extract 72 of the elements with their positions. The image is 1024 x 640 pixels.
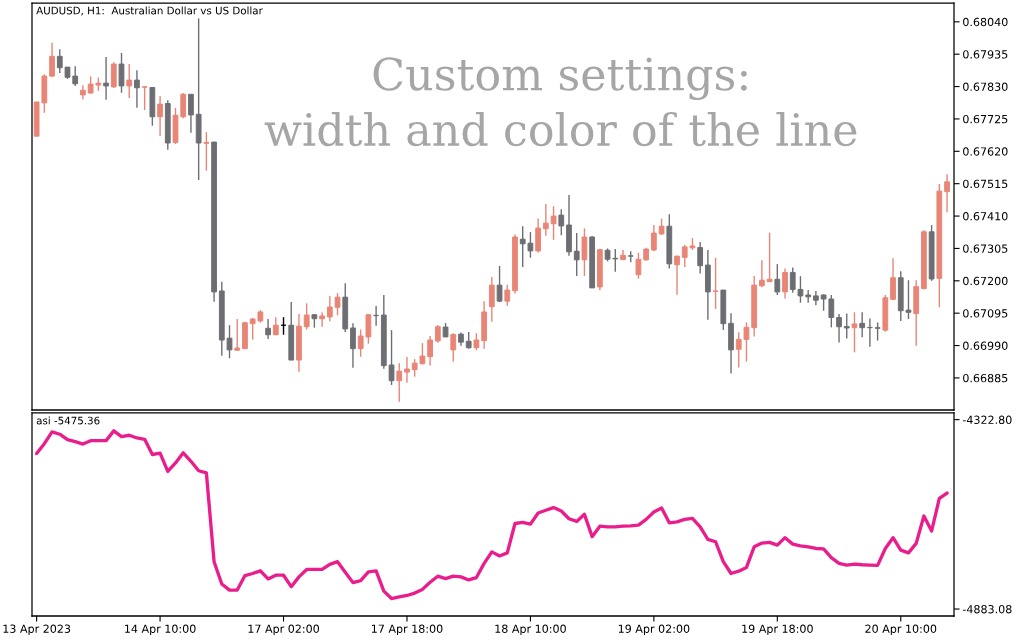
y-tick-label: 0.67725 <box>963 114 1008 124</box>
candlestick <box>496 265 503 303</box>
x-tick-label: 17 Apr 02:00 <box>248 624 320 636</box>
chart-title: AUDUSD, H1: Australian Dollar vs US Dollar <box>36 6 263 16</box>
candlestick <box>49 42 55 78</box>
candlestick <box>427 335 433 367</box>
annotation: Custom settings: width and color of the line <box>264 57 857 147</box>
candlestick <box>234 318 241 352</box>
y-tick-label: 0.67830 <box>963 82 1008 91</box>
candlestick <box>373 305 379 327</box>
candlestick <box>126 63 133 99</box>
candlestick <box>558 208 565 236</box>
x-tick-label: 20 Apr 10:00 <box>865 624 937 636</box>
candlestick <box>867 317 873 348</box>
candlestick <box>118 52 125 94</box>
y-tick-label: 0.66885 <box>963 373 1008 383</box>
x-tick-label: 13 Apr 2023 <box>3 624 71 636</box>
y-tick-label: 0.66990 <box>963 341 1008 350</box>
candlestick <box>550 205 557 241</box>
x-tick-label: 19 Apr 18:00 <box>742 624 813 636</box>
y-tick-label: -4322.80 <box>962 415 1012 425</box>
candlestick <box>836 313 842 344</box>
candlestick <box>157 95 163 137</box>
x-tick-label: 19 Apr 02:00 <box>618 624 690 636</box>
candlestick <box>573 232 580 277</box>
candlestick <box>766 232 773 283</box>
y-tick-label: 0.67935 <box>963 50 1008 59</box>
y-tick-label: 0.68040 <box>963 17 1008 27</box>
candlestick <box>265 318 271 340</box>
candlestick <box>110 61 117 89</box>
candlestick <box>944 173 950 214</box>
candlestick <box>774 263 781 296</box>
y-tick-label: 0.67410 <box>963 212 1008 221</box>
y-tick-label: -4883.08 <box>962 605 1012 614</box>
candlestick <box>535 217 542 254</box>
candlestick <box>488 276 495 323</box>
y-tick-label: 0.67305 <box>963 244 1008 253</box>
y-tick-label: 0.67095 <box>963 309 1008 318</box>
candlestick <box>712 257 719 310</box>
candlestick <box>103 56 109 101</box>
candlestick <box>874 321 881 342</box>
candlestick <box>890 257 896 301</box>
candlestick <box>504 284 511 307</box>
candlestick <box>542 203 549 237</box>
x-tick-label: 18 Apr 10:00 <box>495 624 566 636</box>
candlestick <box>396 362 403 403</box>
candlestick <box>782 267 788 300</box>
candlestick <box>650 224 657 252</box>
candlestick <box>303 302 310 331</box>
x-tick-label: 14 Apr 10:00 <box>125 624 196 636</box>
y-tick-label: 0.67200 <box>963 276 1008 286</box>
candlestick <box>859 311 866 338</box>
candlestick <box>697 241 704 275</box>
x-tick-label: 17 Apr 18:00 <box>371 624 443 636</box>
chart-title: asi -5475.36 <box>36 416 100 425</box>
candlestick <box>450 332 457 363</box>
candlestick <box>350 322 356 369</box>
candlestick <box>843 312 850 340</box>
line-series <box>34 429 949 601</box>
y-tick-label: 0.67515 <box>963 179 1008 189</box>
candlestick <box>141 85 148 111</box>
candlestick <box>759 259 765 288</box>
candlestick <box>203 131 210 172</box>
candlestick <box>404 356 410 384</box>
candlestick <box>674 255 680 296</box>
candlestick <box>851 311 858 354</box>
y-tick-label: 0.67620 <box>963 147 1008 156</box>
candlestick <box>635 252 642 280</box>
candlestick <box>188 93 194 134</box>
candlestick <box>581 227 588 277</box>
candlestick <box>134 69 140 109</box>
candlestick <box>319 311 325 328</box>
